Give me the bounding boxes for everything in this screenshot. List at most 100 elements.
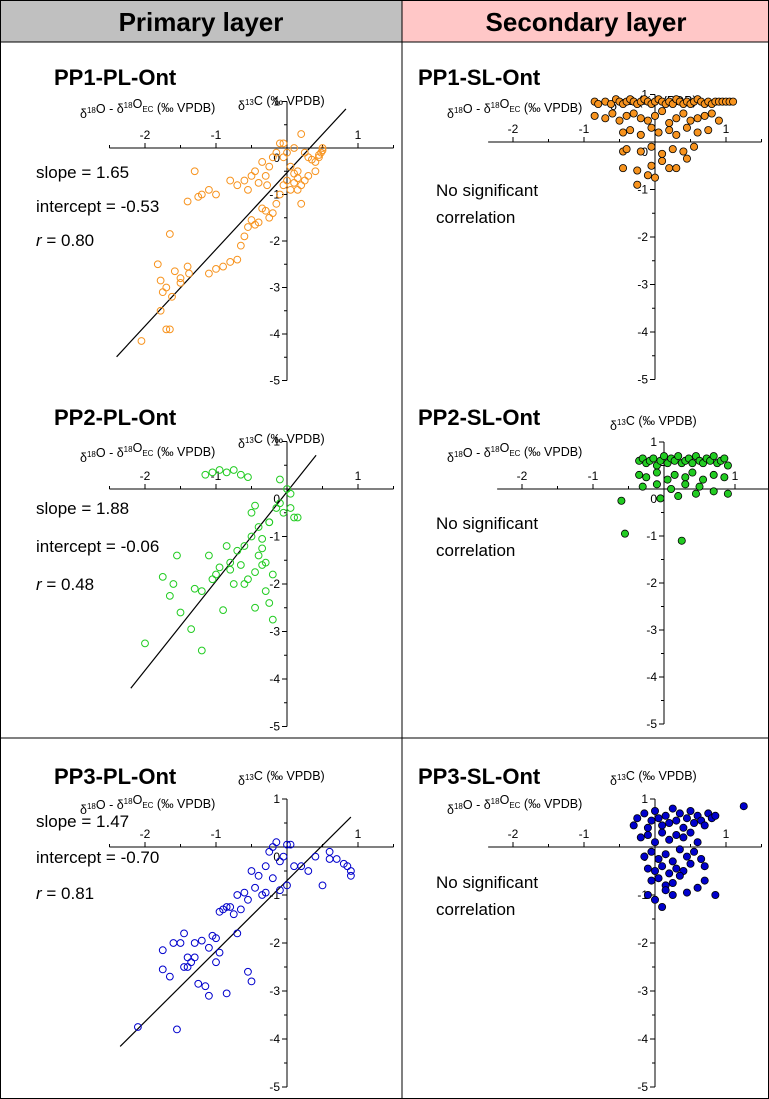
pp1-sl-point — [622, 145, 631, 154]
pp3-sl-note: correlation — [436, 900, 515, 919]
pp1-sl-x-tick-label: -1 — [579, 122, 590, 136]
pp3-pl-point — [247, 867, 256, 875]
pp1-sl-y-tick-label: -4 — [637, 325, 648, 339]
pp1-sl-point — [606, 100, 615, 109]
pp2-pl-point — [176, 608, 185, 617]
pp3-sl-point — [640, 809, 649, 818]
pp2-pl-point — [286, 504, 295, 512]
pp2-sl-point — [660, 452, 669, 461]
pp3-sl-point — [651, 867, 660, 876]
pp1-pl-point — [168, 292, 176, 301]
pp2-pl-point — [268, 570, 277, 579]
pp1-pl-y-tick-label: -2 — [269, 234, 280, 248]
pp2-sl-x-tick-label: -1 — [588, 469, 599, 483]
pp3-sl-y-tick-label: -2 — [637, 936, 648, 950]
pp2-pl-point — [251, 603, 259, 612]
pp2-pl-y-tick-label: -4 — [269, 672, 280, 686]
pp3-pl-point — [176, 939, 185, 947]
pp1-sl-point — [665, 126, 674, 135]
pp1-sl-point — [672, 114, 681, 123]
pp1-pl-y-tick-label: -5 — [269, 374, 280, 388]
pp3-pl-point — [180, 929, 188, 938]
pp3-pl-point — [201, 982, 210, 991]
pp2-pl-point — [254, 551, 263, 560]
pp2-sl-note: No significant — [436, 514, 538, 533]
pp1-pl-y-tick-label: -1 — [269, 188, 280, 202]
pp3-sl-point — [651, 895, 660, 904]
pp2-sl-panel: PP2-SL-Ont δ18O - δ18OEC (‰ VPDB) δ13C (‰ … — [418, 405, 769, 731]
pp1-sl-point — [633, 180, 642, 189]
pp2-pl-point — [251, 568, 259, 577]
pp2-sl-point — [674, 492, 683, 501]
pp2-pl-point — [293, 513, 302, 522]
pp3-sl-point — [668, 891, 677, 900]
pp2-pl-point — [236, 470, 245, 479]
pp1-pl-x-tick-label: -1 — [211, 128, 222, 142]
pp3-sl-point — [636, 833, 645, 842]
pp1-sl-point — [590, 111, 599, 120]
pp3-pl-y-tick-label: -1 — [269, 888, 280, 902]
pp1-sl-x-tick-label: 1 — [723, 122, 730, 136]
pp1-sl-point — [643, 116, 652, 125]
pp1-pl-stat: intercept = -0.53 — [36, 197, 159, 216]
pp2-pl-regression-line — [130, 454, 317, 689]
pp1-pl-point — [205, 185, 213, 194]
pp3-pl-point — [158, 946, 167, 955]
pp2-pl-point — [205, 551, 213, 560]
pp1-pl-point — [261, 172, 270, 180]
pp2-pl-point — [169, 580, 178, 588]
pp1-sl-point — [707, 109, 716, 118]
pp1-pl-point — [263, 181, 272, 190]
pp3-pl-x-tick-label: 1 — [355, 827, 362, 841]
pp1-pl-point — [240, 232, 249, 241]
pp1-sl-y-tick-label: 1 — [641, 88, 648, 102]
pp3-pl-x-tick-label: -1 — [211, 827, 222, 841]
pp3-sl-point — [697, 855, 706, 864]
pp1-sl-point — [690, 142, 699, 151]
pp3-sl-point — [658, 828, 667, 837]
pp2-pl-x-tick-label: -1 — [211, 469, 222, 483]
pp1-pl-point — [258, 158, 267, 166]
pp1-pl-point — [297, 130, 306, 138]
pp2-pl-point — [276, 499, 284, 508]
pp1-pl-point — [318, 144, 327, 152]
pp1-sl-point — [682, 154, 691, 163]
pp2-pl-point — [240, 542, 249, 550]
pp1-pl-point — [156, 306, 165, 315]
pp2-pl-point — [165, 591, 174, 600]
pp3-sl-point — [711, 811, 720, 820]
pp2-pl-point — [236, 561, 245, 569]
pp2-pl-point — [276, 475, 284, 484]
pp3-pl-stat: intercept = -0.70 — [36, 848, 159, 867]
pp1-pl-point — [205, 269, 213, 278]
pp1-pl-point — [233, 255, 242, 264]
pp1-sl-point — [658, 156, 667, 165]
pp2-sl-point — [652, 480, 661, 489]
pp2-pl-point — [208, 468, 217, 477]
pp1-pl-ylabel: δ13C (‰ VPDB) — [238, 94, 325, 113]
pp2-pl-point — [254, 523, 263, 531]
pp2-pl-point — [240, 580, 249, 588]
pp3-sl-point — [672, 864, 681, 873]
pp1-sl-y-tick-label: -1 — [637, 183, 648, 197]
pp3-sl-point — [654, 874, 663, 883]
pp3-pl-title: PP3-PL-Ont — [54, 764, 177, 789]
pp3-sl-point — [672, 831, 681, 840]
pp3-pl-point — [134, 1023, 142, 1031]
pp3-sl-point — [700, 862, 709, 871]
pp3-sl-point — [700, 876, 709, 885]
pp1-pl-point — [311, 167, 320, 176]
pp1-pl-point — [156, 276, 165, 285]
pp2-pl-point — [190, 584, 199, 593]
pp3-sl-point — [665, 869, 674, 878]
pp1-pl-point — [165, 230, 174, 238]
pp3-sl-point — [665, 835, 674, 844]
pp1-sl-y-tick-label: -2 — [637, 230, 648, 244]
pp1-sl-title: PP1-SL-Ont — [418, 65, 541, 90]
pp2-pl-point — [258, 534, 267, 543]
pp3-pl-point — [244, 895, 252, 904]
secondary-layer-header: Secondary layer — [486, 7, 687, 37]
pp2-pl-title: PP2-PL-Ont — [54, 405, 177, 430]
pp1-pl-point — [162, 283, 171, 292]
